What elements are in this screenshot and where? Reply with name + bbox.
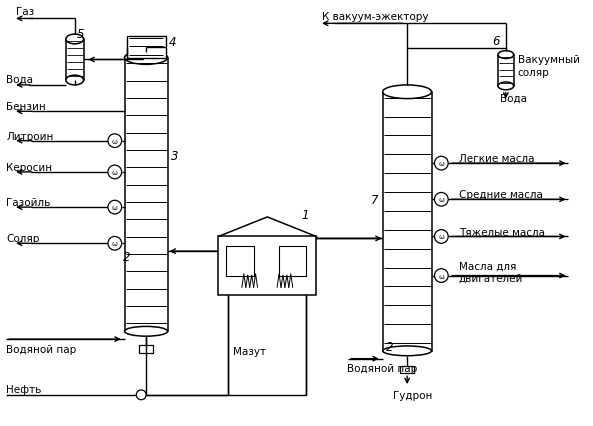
Text: Гудрон: Гудрон (393, 390, 433, 400)
Text: Соляр: Соляр (7, 234, 40, 244)
Circle shape (136, 390, 146, 400)
Text: ω: ω (438, 197, 444, 203)
Text: Водяной пар: Водяной пар (7, 344, 76, 354)
Circle shape (108, 237, 122, 250)
Text: Керосин: Керосин (7, 163, 52, 173)
Ellipse shape (125, 52, 168, 65)
Text: Литроин: Литроин (7, 132, 53, 141)
Text: Масла для
двигателей: Масла для двигателей (459, 261, 523, 283)
Circle shape (435, 230, 448, 244)
Text: ω: ω (112, 241, 118, 247)
Text: К вакуум-эжектору: К вакуум-эжектору (322, 12, 429, 21)
Text: Газ: Газ (16, 6, 34, 17)
Ellipse shape (382, 86, 432, 99)
Bar (126, 37, 165, 58)
Text: 2: 2 (123, 251, 130, 264)
Text: ω: ω (438, 234, 444, 240)
Text: ω: ω (112, 204, 118, 210)
Circle shape (108, 166, 122, 179)
Ellipse shape (498, 83, 514, 91)
Ellipse shape (66, 35, 84, 45)
Text: Мазут: Мазут (233, 346, 266, 356)
Bar (400, 366, 414, 374)
Bar (382, 92, 432, 351)
Ellipse shape (125, 327, 168, 337)
Text: Вода: Вода (500, 93, 527, 104)
Text: Вакуумный
соляр: Вакуумный соляр (518, 55, 579, 78)
Text: Тяжелые масла: Тяжелые масла (459, 227, 545, 237)
Bar (139, 345, 153, 353)
Circle shape (108, 201, 122, 214)
Text: Нефть: Нефть (7, 384, 42, 394)
Circle shape (435, 193, 448, 207)
Text: Вода: Вода (7, 75, 33, 85)
Text: ω: ω (112, 170, 118, 176)
Text: Легкие масла: Легкие масла (459, 154, 534, 164)
Text: Водяной пар: Водяной пар (346, 363, 417, 374)
Text: 6: 6 (492, 35, 500, 48)
Text: 3: 3 (171, 150, 178, 162)
Text: 1: 1 (301, 209, 309, 222)
Ellipse shape (66, 76, 84, 86)
Text: ω: ω (438, 273, 444, 279)
Bar (218, 237, 316, 295)
Circle shape (435, 157, 448, 170)
Bar (125, 58, 168, 331)
Text: ω: ω (112, 138, 118, 144)
Text: Средние масла: Средние масла (459, 190, 543, 200)
Text: 5: 5 (76, 28, 84, 40)
Ellipse shape (498, 52, 514, 59)
Text: ω: ω (438, 161, 444, 167)
Bar (279, 247, 307, 276)
Circle shape (108, 135, 122, 148)
Text: 2: 2 (385, 341, 393, 354)
Bar (227, 247, 254, 276)
Text: Газойль: Газойль (7, 198, 50, 208)
Text: 7: 7 (371, 193, 378, 206)
Circle shape (435, 269, 448, 283)
Text: Бензин: Бензин (7, 102, 46, 112)
Text: 4: 4 (168, 36, 176, 49)
Bar (66, 40, 84, 81)
Ellipse shape (382, 346, 432, 356)
Bar (498, 55, 514, 86)
